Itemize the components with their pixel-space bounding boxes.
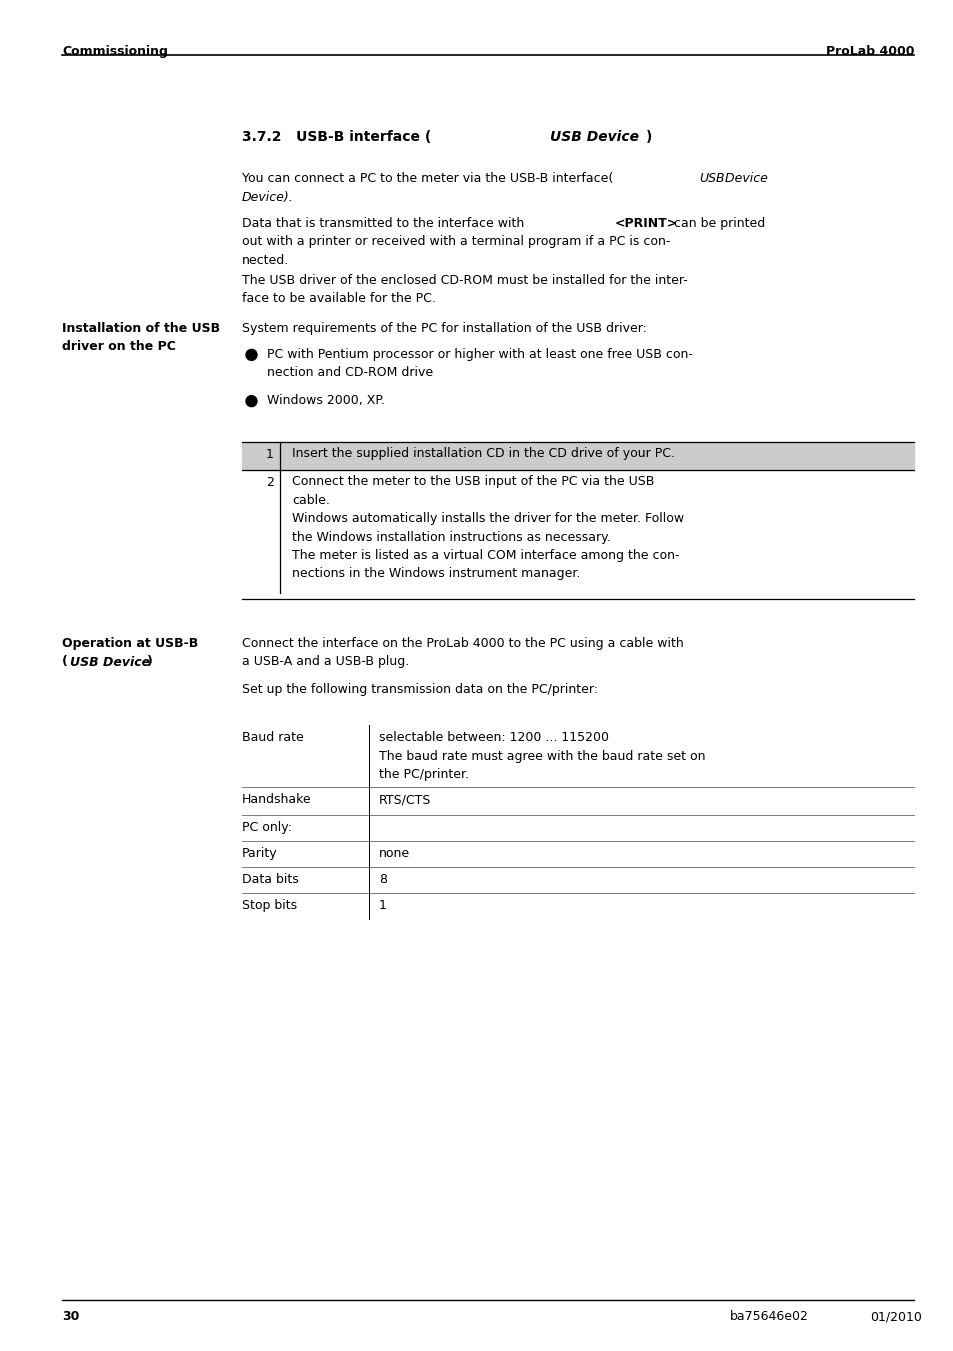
Text: can be printed: can be printed: [669, 218, 764, 230]
Text: Data that is transmitted to the interface with: Data that is transmitted to the interfac…: [242, 218, 528, 230]
Text: 8: 8: [378, 873, 387, 886]
Text: 1: 1: [266, 449, 274, 461]
Text: The USB driver of the enclosed CD-ROM must be installed for the inter-: The USB driver of the enclosed CD-ROM mu…: [242, 274, 687, 286]
Text: ba75646e02: ba75646e02: [729, 1310, 808, 1323]
Text: out with a printer or received with a terminal program if a PC is con-: out with a printer or received with a te…: [242, 235, 670, 249]
Text: nected.: nected.: [242, 254, 289, 267]
Text: Device: Device: [720, 172, 767, 185]
Text: 30: 30: [62, 1310, 79, 1323]
Text: <PRINT>: <PRINT>: [615, 218, 678, 230]
Text: USB Device: USB Device: [550, 130, 639, 145]
Text: USB Device: USB Device: [70, 655, 150, 669]
Text: 3.7.2   USB-B interface (: 3.7.2 USB-B interface (: [242, 130, 431, 145]
Text: face to be available for the PC.: face to be available for the PC.: [242, 293, 436, 305]
Bar: [242, 442, 913, 470]
Text: ProLab 4000: ProLab 4000: [824, 45, 913, 58]
Text: Windows 2000, XP.: Windows 2000, XP.: [267, 394, 384, 407]
Text: Stop bits: Stop bits: [242, 900, 296, 912]
Text: Connect the interface on the ProLab 4000 to the PC using a cable with: Connect the interface on the ProLab 4000…: [242, 638, 683, 650]
Text: Commissioning: Commissioning: [62, 45, 168, 58]
Text: 1: 1: [378, 900, 387, 912]
Circle shape: [246, 396, 256, 407]
Text: nection and CD-ROM drive: nection and CD-ROM drive: [267, 366, 433, 380]
Text: 2: 2: [266, 476, 274, 489]
Text: the Windows installation instructions as necessary.: the Windows installation instructions as…: [292, 531, 610, 543]
Text: selectable between: 1200 ... 115200: selectable between: 1200 ... 115200: [378, 731, 608, 744]
Text: nections in the Windows instrument manager.: nections in the Windows instrument manag…: [292, 567, 579, 581]
Text: ): ): [645, 130, 652, 145]
Text: the PC/printer.: the PC/printer.: [378, 769, 469, 781]
Text: PC with Pentium processor or higher with at least one free USB con-: PC with Pentium processor or higher with…: [267, 349, 692, 361]
Text: Handshake: Handshake: [242, 793, 312, 807]
Text: cable.: cable.: [292, 493, 330, 507]
Text: Installation of the USB: Installation of the USB: [62, 322, 220, 335]
Text: The meter is listed as a virtual COM interface among the con-: The meter is listed as a virtual COM int…: [292, 549, 679, 562]
Text: (: (: [62, 655, 68, 669]
Text: Windows automatically installs the driver for the meter. Follow: Windows automatically installs the drive…: [292, 512, 683, 526]
Text: Baud rate: Baud rate: [242, 731, 303, 744]
Text: Set up the following transmission data on the PC/printer:: Set up the following transmission data o…: [242, 684, 598, 696]
Text: System requirements of the PC for installation of the USB driver:: System requirements of the PC for instal…: [242, 322, 646, 335]
Circle shape: [246, 350, 256, 361]
Text: Device).: Device).: [242, 190, 294, 204]
Text: Insert the supplied installation CD in the CD drive of your PC.: Insert the supplied installation CD in t…: [292, 447, 675, 459]
Text: Data bits: Data bits: [242, 873, 298, 886]
Text: RTS/CTS: RTS/CTS: [378, 793, 431, 807]
Text: Operation at USB-B: Operation at USB-B: [62, 638, 198, 650]
Text: none: none: [378, 847, 410, 861]
Text: The baud rate must agree with the baud rate set on: The baud rate must agree with the baud r…: [378, 750, 705, 763]
Text: ): ): [147, 655, 152, 669]
Text: 01/2010: 01/2010: [869, 1310, 921, 1323]
Text: Parity: Parity: [242, 847, 277, 861]
Text: driver on the PC: driver on the PC: [62, 340, 175, 354]
Text: Connect the meter to the USB input of the PC via the USB: Connect the meter to the USB input of th…: [292, 476, 654, 488]
Text: You can connect a PC to the meter via the USB-B interface(: You can connect a PC to the meter via th…: [242, 172, 613, 185]
Text: a USB-A and a USB-B plug.: a USB-A and a USB-B plug.: [242, 655, 409, 669]
Text: PC only:: PC only:: [242, 821, 292, 835]
Text: USB: USB: [699, 172, 724, 185]
